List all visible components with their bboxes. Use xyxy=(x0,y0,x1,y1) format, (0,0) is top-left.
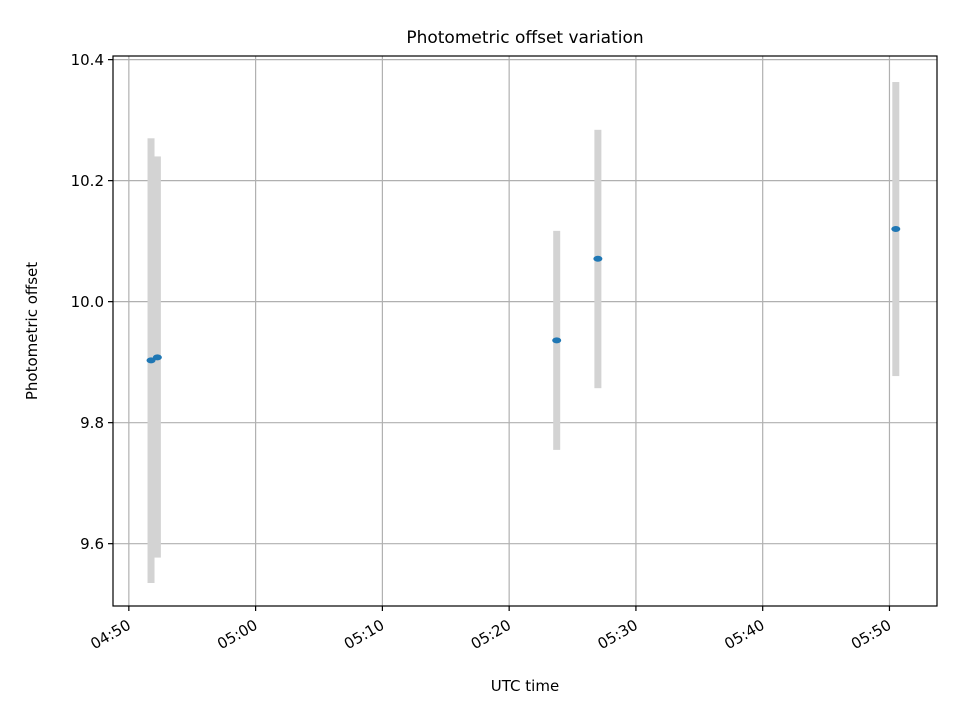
y-tick-label: 10.0 xyxy=(71,293,104,311)
grid xyxy=(113,56,937,606)
data-point xyxy=(146,357,156,364)
chart-title: Photometric offset variation xyxy=(406,28,643,48)
y-tick-label: 9.6 xyxy=(80,535,104,553)
data-point xyxy=(152,354,162,361)
y-tick-label: 10.2 xyxy=(71,172,104,190)
plot-frame xyxy=(112,55,938,607)
x-axis-label: UTC time xyxy=(491,677,559,695)
y-axis-label: Photometric offset xyxy=(23,262,41,400)
data-points xyxy=(146,226,901,364)
data-point xyxy=(552,337,562,344)
data-point xyxy=(891,226,901,233)
data-point xyxy=(593,255,603,262)
y-tick-label: 10.4 xyxy=(71,51,104,69)
y-tick-label: 9.8 xyxy=(80,414,104,432)
